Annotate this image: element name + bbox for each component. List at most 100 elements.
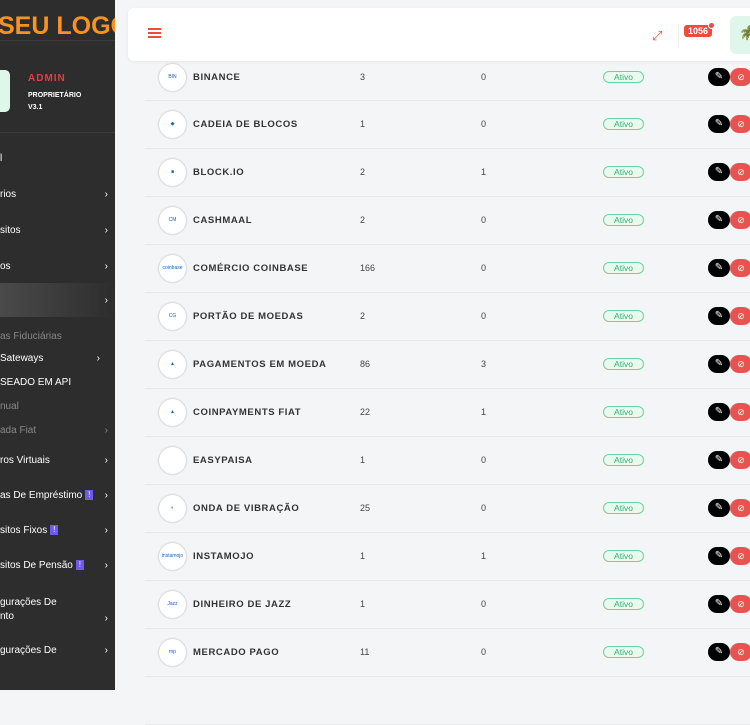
gateway-name: EASYPAISA (193, 455, 253, 466)
edit-button[interactable]: ✎ (708, 547, 730, 565)
gateway-count: 11 (360, 647, 370, 657)
eye-slash-icon: ⊘ (737, 72, 745, 82)
eye-slash-icon: ⊘ (737, 119, 745, 129)
gateway-logo: instamojo (159, 543, 186, 570)
sidebar-item[interactable]: Sateways › (0, 348, 100, 368)
gateway-count-secondary: 0 (481, 311, 487, 321)
sidebar-item[interactable]: l (0, 148, 108, 168)
sidebar-item[interactable]: rios › (0, 184, 108, 204)
edit-button[interactable]: ✎ (708, 307, 730, 325)
sidebar-item[interactable]: sitos › (0, 220, 108, 240)
disable-button[interactable]: ⊘ (730, 643, 750, 661)
eye-slash-icon: ⊘ (737, 167, 745, 177)
gateway-logo: ◆ (159, 111, 186, 138)
sidebar-item[interactable]: sitos De Pensão! › (0, 555, 108, 575)
chevron-right-icon: › (104, 559, 108, 571)
gateway-count: 3 (360, 72, 366, 82)
chevron-right-icon: › (104, 188, 108, 200)
edit-button[interactable]: ✎ (708, 643, 730, 661)
expand-icon[interactable]: ⤢ (652, 28, 663, 43)
gateway-count: 2 (360, 167, 366, 177)
edit-button[interactable]: ✎ (708, 595, 730, 613)
disable-button[interactable]: ⊘ (730, 451, 750, 469)
edit-button[interactable]: ✎ (708, 451, 730, 469)
gateway-name: CADEIA DE BLOCOS (193, 119, 298, 130)
disable-button[interactable]: ⊘ (730, 307, 750, 325)
table-row: EASYPAISA 1 0 Ativo ✎ ⊘ (145, 437, 750, 485)
gateway-name: PORTÃO DE MOEDAS (193, 311, 304, 322)
new-badge: ! (85, 490, 94, 500)
edit-button[interactable]: ✎ (708, 499, 730, 517)
status-badge: Ativo (603, 598, 644, 610)
gateway-logo: ▲ (159, 351, 186, 378)
disable-button[interactable]: ⊘ (730, 163, 750, 181)
disable-button[interactable]: ⊘ (730, 211, 750, 229)
disable-button[interactable]: ⊘ (730, 355, 750, 373)
sidebar-item[interactable]: gurações De nto › (0, 592, 108, 624)
eye-slash-icon: ⊘ (737, 311, 745, 321)
gateway-count: 22 (360, 407, 371, 417)
sidebar-item[interactable]: as De Empréstimo! › (0, 485, 108, 505)
top-header: ⤢ 1056 🌴 (128, 8, 750, 61)
disable-button[interactable]: ⊘ (730, 595, 750, 613)
eye-slash-icon: ⊘ (737, 647, 745, 657)
edit-button[interactable]: ✎ (708, 163, 730, 181)
pencil-icon: ✎ (714, 646, 724, 657)
edit-button[interactable]: ✎ (708, 211, 730, 229)
new-badge: ! (50, 525, 59, 535)
disable-button[interactable]: ⊘ (730, 403, 750, 421)
gateway-count-secondary: 0 (481, 72, 487, 82)
table-row: CG PORTÃO DE MOEDAS 2 0 Ativo ✎ ⊘ (145, 293, 750, 341)
pencil-icon: ✎ (714, 118, 724, 129)
sidebar-item[interactable]: os › (0, 256, 108, 276)
chevron-right-icon: › (104, 454, 108, 466)
edit-button[interactable]: ✎ (708, 355, 730, 373)
sidebar-item[interactable]: ros Virtuais › (0, 450, 108, 470)
gateway-logo: CM (159, 207, 186, 234)
sidebar-item[interactable]: nual (0, 396, 108, 416)
eye-slash-icon: ⊘ (737, 215, 745, 225)
edit-button[interactable]: ✎ (708, 259, 730, 277)
gateway-logo: ◐ (159, 495, 186, 522)
status-badge: Ativo (603, 358, 644, 370)
gateway-count-secondary: 1 (481, 167, 487, 177)
disable-button[interactable]: ⊘ (730, 499, 750, 517)
avatar[interactable] (0, 70, 10, 112)
gateway-name: COINPAYMENTS FIAT (193, 407, 302, 418)
notification-badge[interactable]: 1056 (684, 22, 716, 37)
sidebar-item[interactable]: SEADO EM API (0, 372, 100, 392)
sidebar-item-label: nual (0, 400, 19, 412)
edit-button[interactable]: ✎ (708, 115, 730, 133)
gateway-count-secondary: 0 (481, 503, 487, 513)
disable-button[interactable]: ⊘ (730, 115, 750, 133)
disable-button[interactable]: ⊘ (730, 259, 750, 277)
gateway-count: 1 (360, 551, 366, 561)
sidebar-item[interactable]: as Fiduciárias (0, 326, 108, 346)
sidebar-item[interactable]: › (0, 283, 115, 317)
gateway-name: BINANCE (193, 72, 241, 83)
eye-slash-icon: ⊘ (737, 263, 745, 273)
user-avatar[interactable]: 🌴 (730, 16, 750, 54)
disable-button[interactable]: ⊘ (730, 68, 750, 86)
chevron-right-icon: › (104, 644, 108, 656)
chevron-right-icon: › (104, 294, 108, 306)
sidebar-item[interactable]: gurações De › (0, 640, 108, 660)
table-row: instamojo INSTAMOJO 1 1 Ativo ✎ ⊘ (145, 533, 750, 581)
edit-button[interactable]: ✎ (708, 403, 730, 421)
gateway-count: 1 (360, 119, 366, 129)
sidebar-item-label: gurações De nto (0, 597, 57, 622)
gateway-count-secondary: 0 (481, 647, 487, 657)
chevron-right-icon: › (104, 613, 108, 624)
gateway-name: MERCADO PAGO (193, 647, 280, 658)
status-badge: Ativo (603, 502, 644, 514)
gateway-count: 86 (360, 359, 371, 369)
hamburger-icon[interactable] (148, 28, 161, 40)
sidebar-item-label: as De Empréstimo (0, 489, 83, 501)
disable-button[interactable]: ⊘ (730, 547, 750, 565)
status-badge: Ativo (603, 646, 644, 658)
sidebar-item[interactable]: sitos Fixos! › (0, 520, 108, 540)
sidebar-item[interactable]: ada Fiat › (0, 420, 108, 440)
sidebar-item-label: l (0, 152, 3, 164)
edit-button[interactable]: ✎ (708, 68, 730, 86)
